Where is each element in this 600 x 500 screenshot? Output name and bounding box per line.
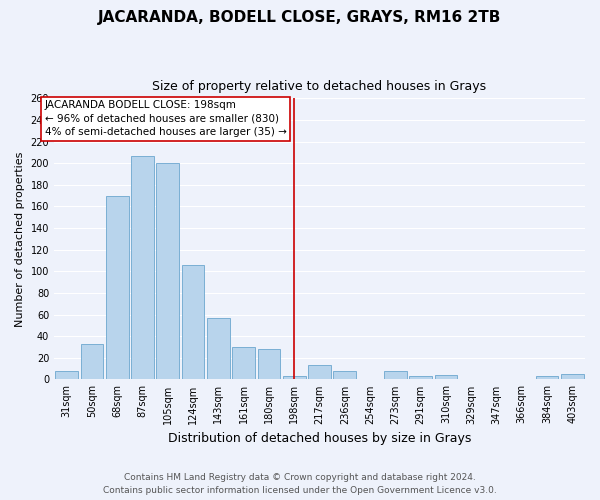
Bar (106, 196, 128, 380)
Bar (434, 375, 457, 380)
Bar (182, 265, 205, 380)
Bar (536, 376, 559, 380)
Text: Contains HM Land Registry data © Crown copyright and database right 2024.
Contai: Contains HM Land Registry data © Crown c… (103, 474, 497, 495)
X-axis label: Distribution of detached houses by size in Grays: Distribution of detached houses by size … (168, 432, 471, 445)
Bar (157, 163, 179, 380)
Bar (283, 376, 305, 380)
Bar (384, 371, 407, 380)
Bar (257, 349, 280, 380)
Bar (308, 366, 331, 380)
Title: Size of property relative to detached houses in Grays: Size of property relative to detached ho… (152, 80, 487, 93)
Text: JACARANDA BODELL CLOSE: 198sqm
← 96% of detached houses are smaller (830)
4% of : JACARANDA BODELL CLOSE: 198sqm ← 96% of … (45, 100, 287, 137)
Bar (131, 156, 154, 380)
Text: JACARANDA, BODELL CLOSE, GRAYS, RM16 2TB: JACARANDA, BODELL CLOSE, GRAYS, RM16 2TB (98, 10, 502, 25)
Bar (334, 371, 356, 380)
Bar (409, 376, 432, 380)
Bar (55, 371, 78, 380)
Bar (232, 347, 255, 380)
Bar (561, 374, 584, 380)
Y-axis label: Number of detached properties: Number of detached properties (15, 151, 25, 326)
Bar (207, 318, 230, 380)
Bar (80, 344, 103, 380)
